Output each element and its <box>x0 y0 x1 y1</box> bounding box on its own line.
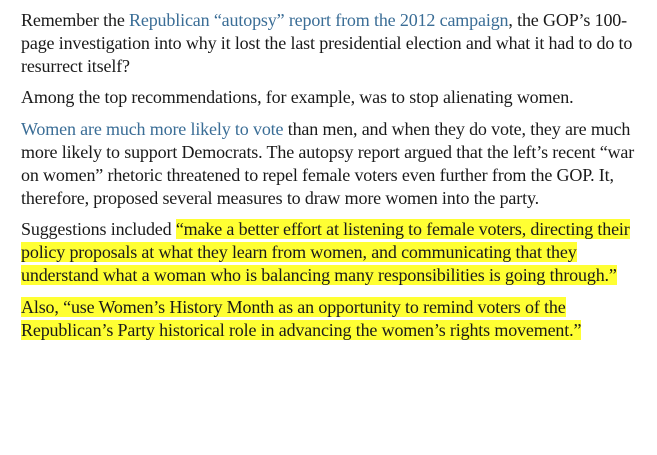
autopsy-report-link[interactable]: Republican “autopsy” report from the 201… <box>129 10 509 30</box>
paragraph-recommendations: Among the top recommendations, for examp… <box>21 86 649 109</box>
women-vote-link[interactable]: Women are much more likely to vote <box>21 119 284 140</box>
text-segment: than men, and when they do vote, they ar… <box>21 119 635 208</box>
paragraph-women-voters: Women are much more likely to vote than … <box>21 118 649 209</box>
text-segment: , the GOP’s 100-page investigation into … <box>21 10 633 76</box>
paragraph-autopsy-intro: Remember the Republican “autopsy” report… <box>21 9 649 77</box>
paragraph-suggestions: Suggestions included “make a better effo… <box>21 218 649 286</box>
text-segment: Remember the <box>21 10 130 30</box>
paragraph-history-month: Also, “use Women’s History Month as an o… <box>21 296 649 342</box>
text-segment: Among the top recommendations, for examp… <box>21 87 574 108</box>
text-segment: Suggestions included <box>21 219 176 240</box>
highlighted-quote: Also, “use Women’s History Month as an o… <box>21 296 582 340</box>
